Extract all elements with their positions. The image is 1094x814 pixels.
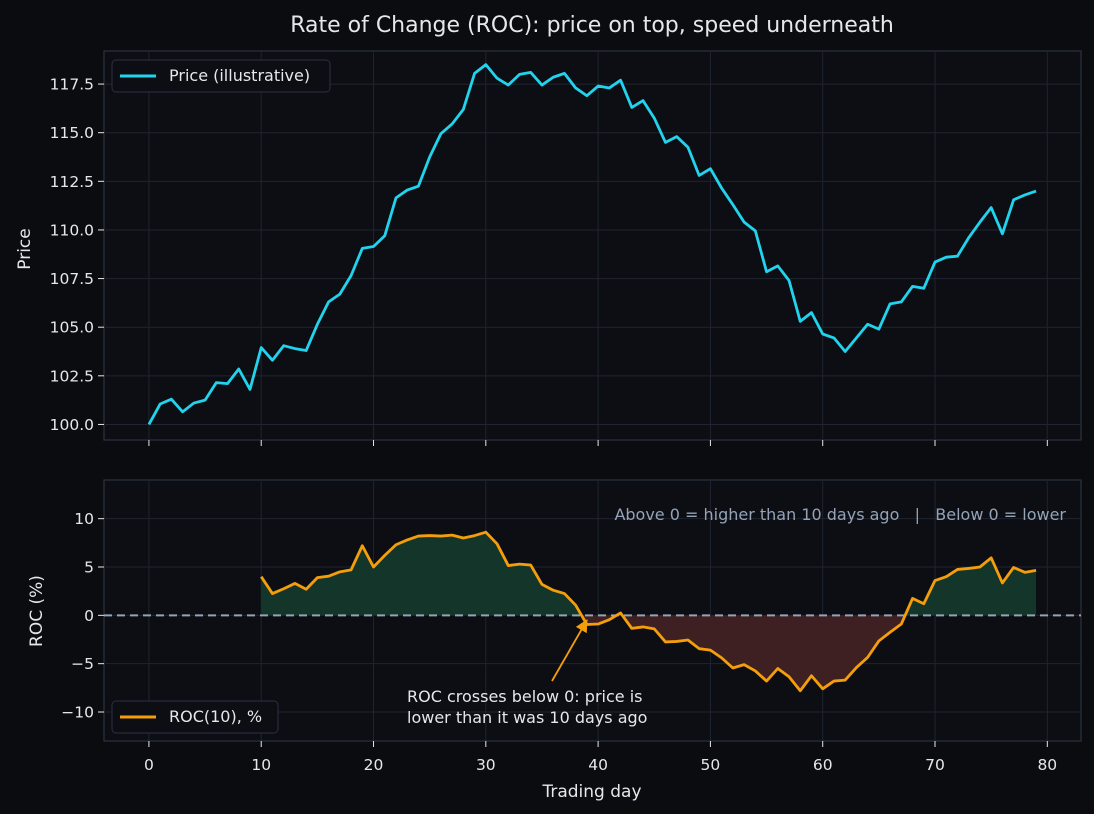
price-legend-box (111, 59, 331, 93)
price-x-tick-marks (148, 440, 1048, 446)
roc-positive-area (905, 557, 1037, 616)
x-axis-label: Trading day (541, 782, 641, 802)
x-tick-label: 60 (813, 756, 833, 774)
roc-series-line (260, 530, 1037, 693)
x-tick-label: 0 (144, 756, 154, 774)
x-tick-label: 50 (701, 756, 721, 774)
roc-x-ticks: 0 10 20 30 40 50 60 70 80 (144, 741, 1057, 774)
roc-cross-note-line1: ROC crosses below 0: price is (407, 687, 642, 706)
roc-panel: −10 −5 0 5 10 0 10 20 30 40 50 60 70 80 ROC (%) Trad… (27, 479, 1082, 802)
price-y-tick-label: 100.0 (50, 416, 94, 434)
roc-y-tick-label: −5 (71, 655, 94, 673)
x-tick-label: 70 (925, 756, 945, 774)
price-y-tick-label: 102.5 (50, 367, 94, 385)
x-tick-label: 10 (251, 756, 271, 774)
price-panel: 100.0 102.5 105.0 107.5 110.0 112.5 115.0 117.5… (15, 50, 1082, 446)
roc-legend-box (111, 700, 279, 734)
price-series-line (147, 63, 1037, 426)
roc-y-axis-label: ROC (%) (27, 575, 47, 647)
roc-cross-arrow (551, 619, 588, 682)
price-legend: Price (illustrative) (111, 59, 331, 93)
price-y-tick-label: 110.0 (50, 221, 94, 239)
price-gridlines (104, 51, 1081, 440)
roc-y-tick-label: 10 (74, 510, 94, 528)
price-y-axis-label: Price (15, 228, 35, 269)
roc-y-tick-label: 0 (84, 607, 94, 625)
price-y-ticks: 100.0 102.5 105.0 107.5 110.0 112.5 115.0 117.5 (50, 76, 104, 434)
x-tick-label: 80 (1037, 756, 1057, 774)
roc-legend-label: ROC(10), % (169, 707, 262, 726)
roc-y-tick-label: −10 (61, 704, 94, 722)
roc-band-note: Above 0 = higher than 10 days ago | Belo… (614, 505, 1066, 524)
roc-legend: ROC(10), % (111, 700, 279, 734)
roc-y-tick-label: 5 (84, 559, 94, 577)
chart-title: Rate of Change (ROC): price on top, spee… (290, 13, 894, 38)
roc-cross-note-line2: lower than it was 10 days ago (407, 708, 647, 727)
x-tick-label: 20 (364, 756, 384, 774)
price-legend-label: Price (illustrative) (169, 66, 310, 85)
price-plot-area (103, 50, 1082, 441)
price-y-tick-label: 105.0 (50, 319, 94, 337)
roc-negative-area (622, 615, 906, 691)
x-tick-label: 40 (588, 756, 608, 774)
price-y-tick-label: 112.5 (50, 173, 94, 191)
price-y-tick-label: 107.5 (50, 270, 94, 288)
price-y-tick-label: 115.0 (50, 124, 94, 142)
price-y-tick-label: 117.5 (50, 76, 94, 94)
roc-y-ticks: −10 −5 0 5 10 (61, 510, 104, 722)
roc-negative-area (581, 615, 617, 625)
x-tick-label: 30 (476, 756, 496, 774)
